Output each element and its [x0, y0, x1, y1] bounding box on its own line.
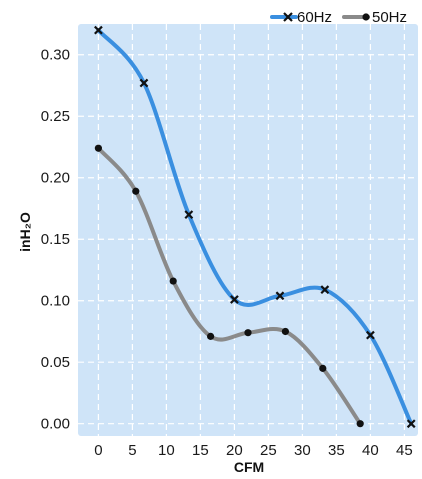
- data-point-60hz: [320, 285, 330, 295]
- grid-lines: [78, 24, 418, 436]
- data-point-50hz: [244, 329, 252, 337]
- data-point-60hz: [275, 291, 285, 301]
- data-point-60hz: [184, 210, 194, 220]
- data-point-50hz: [356, 420, 364, 428]
- x-tick-label: 30: [294, 442, 311, 459]
- x-tick-label: 45: [396, 442, 413, 459]
- data-point-50hz: [94, 144, 102, 152]
- legend-label-50hz: 50Hz: [372, 9, 407, 26]
- x-tick-labels: 0 5 10 15 20 25 30 35 40 45: [94, 442, 413, 459]
- data-point-60hz: [94, 25, 103, 35]
- legend-marker-50hz: [362, 13, 370, 21]
- y-axis-title: inH₂O: [17, 212, 33, 252]
- marker-layer: [94, 25, 416, 429]
- y-tick-label: 0.30: [41, 47, 70, 64]
- x-tick-label: 40: [362, 442, 379, 459]
- x-tick-label: 5: [128, 442, 136, 459]
- data-point-50hz: [132, 187, 140, 195]
- y-tick-label: 0.00: [41, 416, 70, 433]
- x-tick-label: 25: [260, 442, 277, 459]
- x-tick-label: 0: [94, 442, 102, 459]
- data-point-50hz: [169, 277, 177, 285]
- legend: 60Hz 50Hz: [270, 9, 407, 26]
- plot-background: [78, 24, 418, 436]
- data-point-50hz: [281, 327, 289, 336]
- data-point-60hz: [230, 295, 239, 304]
- data-point-50hz: [319, 364, 327, 372]
- y-tick-label: 0.25: [41, 108, 70, 125]
- y-tick-label: 0.20: [41, 170, 70, 187]
- x-tick-label: 20: [226, 442, 243, 459]
- y-tick-labels: 0.00 0.05 0.10 0.15 0.20 0.25 0.30: [41, 47, 70, 433]
- data-point-60hz: [366, 330, 375, 340]
- x-tick-label: 15: [192, 442, 209, 459]
- x-axis-title: CFM: [234, 459, 264, 475]
- data-point-60hz: [139, 78, 149, 88]
- y-tick-label: 0.05: [41, 354, 70, 371]
- legend-marker-60hz: [283, 12, 293, 22]
- legend-label-60hz: 60Hz: [297, 9, 332, 26]
- data-point-50hz: [207, 332, 215, 340]
- y-tick-label: 0.10: [41, 293, 70, 310]
- legend-item-60hz: 60Hz: [270, 9, 332, 26]
- y-tick-label: 0.15: [41, 231, 70, 248]
- legend-item-50hz: 50Hz: [342, 9, 407, 26]
- x-tick-label: 10: [158, 442, 175, 459]
- data-point-60hz: [406, 419, 416, 429]
- x-tick-label: 35: [328, 442, 345, 459]
